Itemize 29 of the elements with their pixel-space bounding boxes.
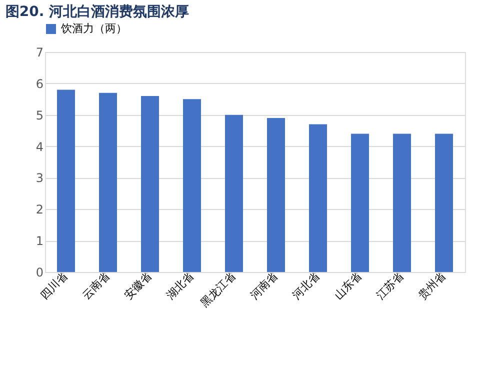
x-tick-label: 黑龙江省	[198, 270, 238, 310]
y-tick-label: 0	[36, 266, 44, 280]
x-tick-label: 贵州省	[416, 270, 448, 302]
y-tick-label: 7	[36, 46, 44, 60]
bar	[225, 114, 243, 272]
legend-label: 饮酒力（两）	[60, 22, 127, 35]
bar	[99, 92, 117, 272]
x-tick-label: 云南省	[80, 270, 112, 302]
bar	[351, 134, 369, 272]
bar	[267, 118, 285, 272]
bar	[393, 134, 411, 272]
y-tick-label: 5	[36, 108, 44, 122]
x-tick-label: 河北省	[290, 270, 322, 302]
x-tick-label: 江苏省	[374, 270, 406, 302]
x-tick-label: 湖北省	[164, 270, 196, 302]
x-tick-label: 安徽省	[122, 270, 154, 302]
bar	[141, 96, 159, 272]
y-tick-label: 2	[36, 202, 44, 217]
y-tick-label: 1	[36, 234, 44, 248]
x-tick-label: 山东省	[332, 270, 364, 302]
y-tick-label: 6	[36, 76, 44, 91]
chart-title: 图20. 河北白酒消费氛围浓厚	[5, 4, 190, 20]
bar	[57, 90, 75, 272]
bar	[435, 134, 453, 272]
y-tick-label: 4	[36, 140, 44, 154]
bar	[309, 124, 327, 272]
y-tick-label: 3	[36, 171, 44, 186]
x-tick-label: 河南省	[248, 270, 280, 302]
bar	[183, 99, 201, 272]
